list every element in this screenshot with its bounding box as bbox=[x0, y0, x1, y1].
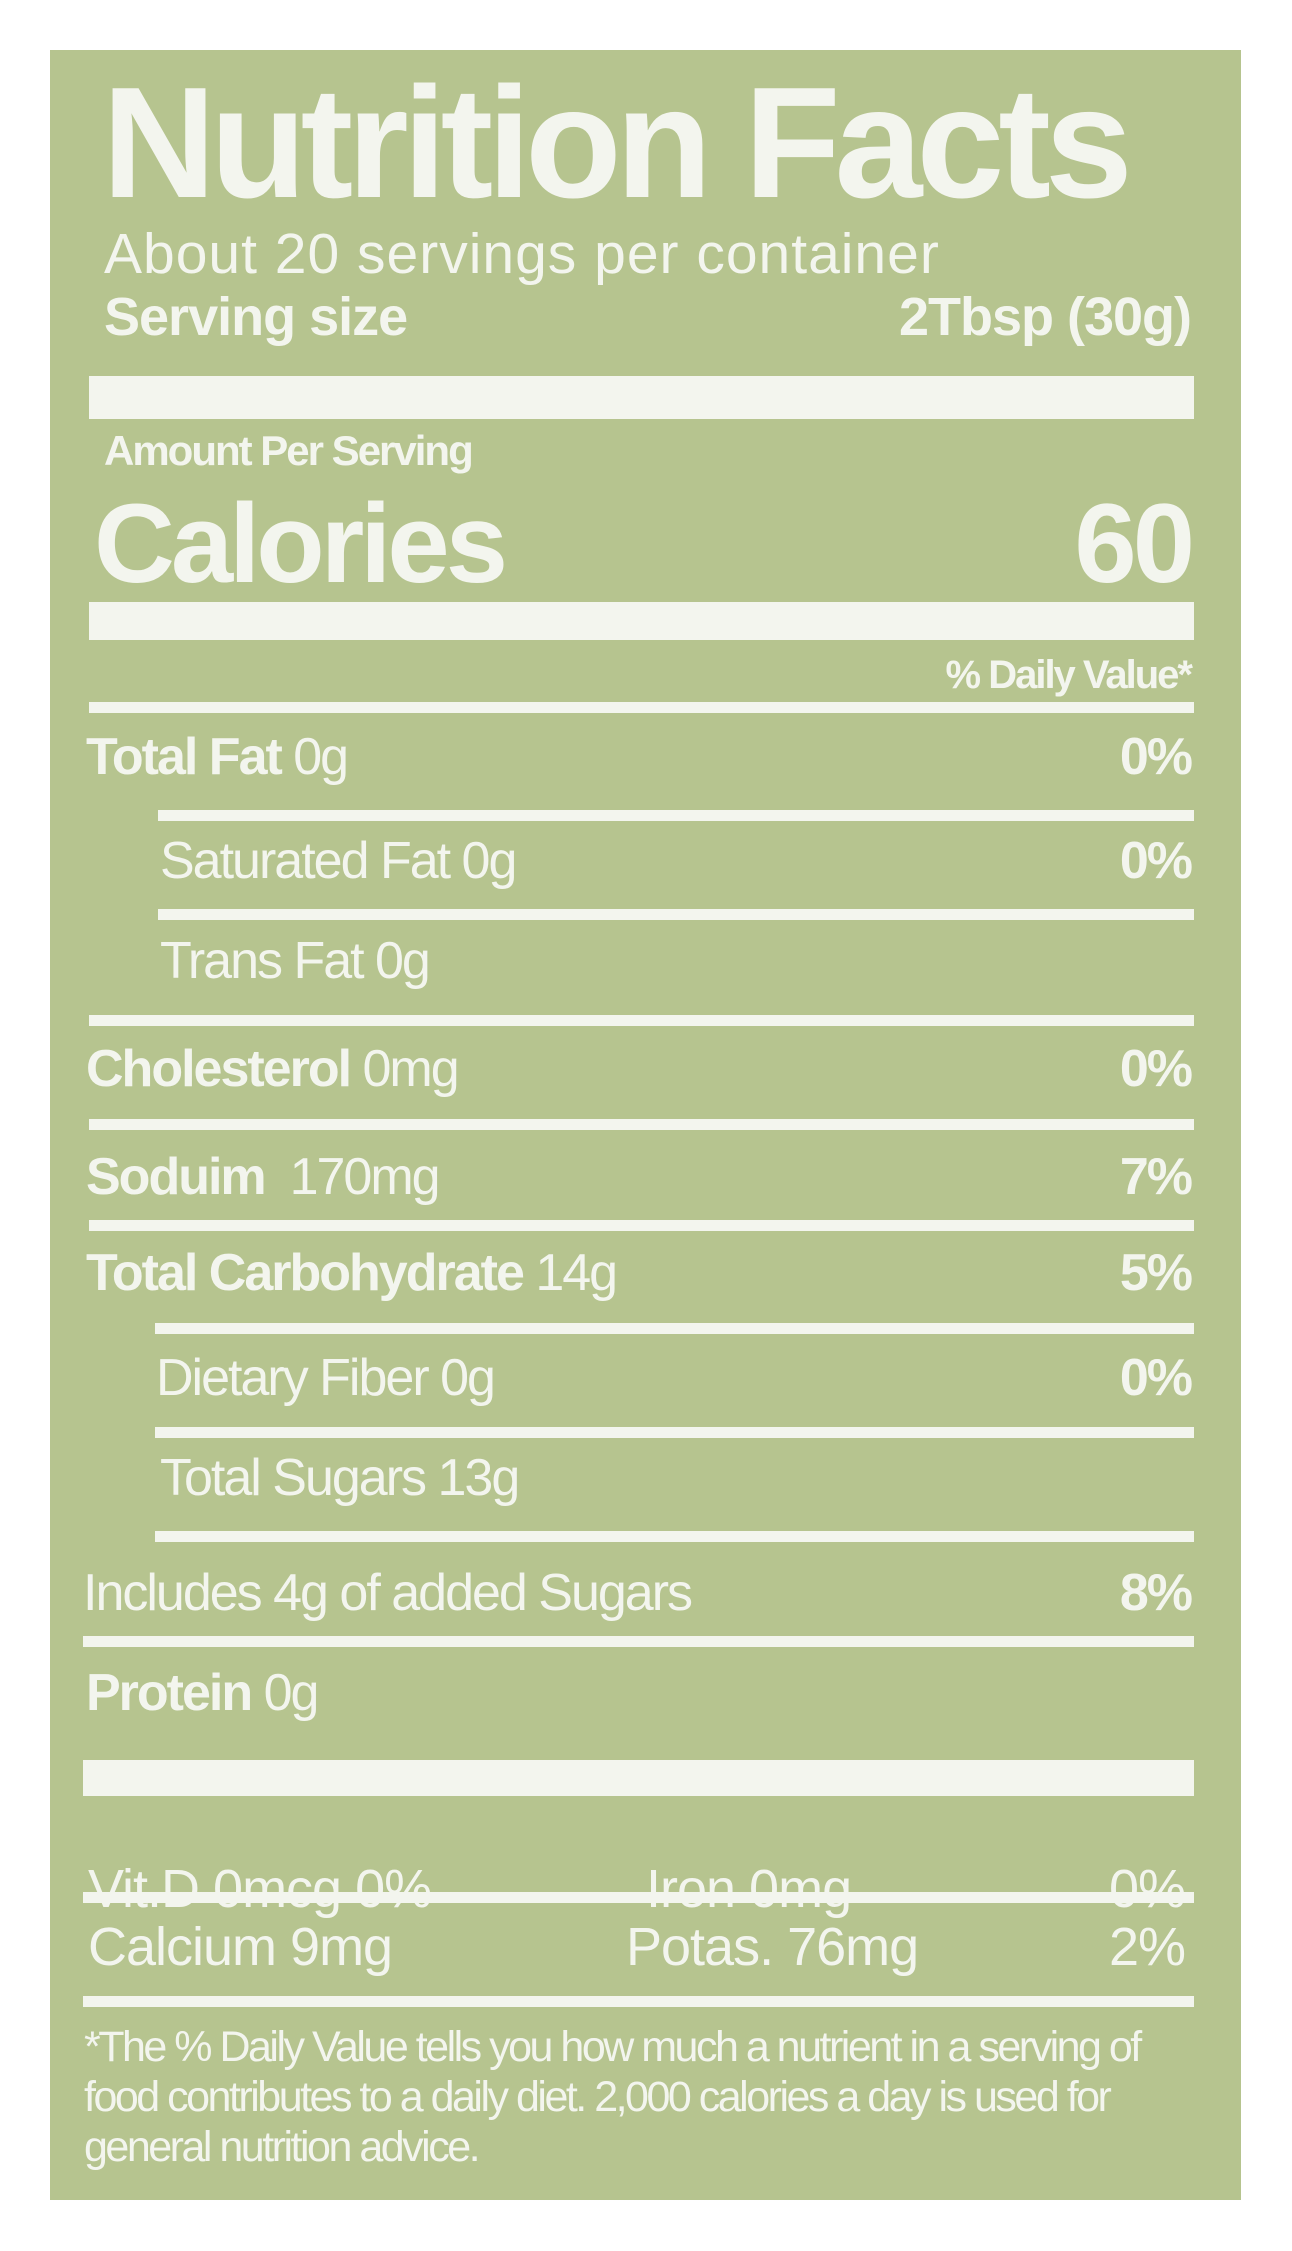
divider bbox=[158, 909, 1194, 920]
nutrient-name: Dietary Fiber 0g bbox=[156, 1349, 496, 1407]
nutrient-amount: 170mg bbox=[289, 1148, 441, 1206]
nutrient-amount: 0g bbox=[263, 1664, 320, 1722]
potassium-dv: 2% bbox=[1108, 1917, 1186, 1977]
nutrient-row-added-sugars: Includes 4g of added Sugars 8% bbox=[83, 1563, 1193, 1623]
calories-row: Calories 60 bbox=[94, 481, 1195, 606]
nutrient-row-trans-fat: Trans Fat 0g bbox=[160, 931, 1191, 991]
nutrient-dv: 0% bbox=[1119, 832, 1193, 890]
nutrition-facts-panel: Nutrition Facts About 20 servings per co… bbox=[50, 50, 1241, 2200]
nutrient-amount: 0mg bbox=[362, 1040, 460, 1098]
thick-divider bbox=[89, 602, 1194, 640]
nutrient-amount: 0g bbox=[293, 728, 349, 786]
thick-divider bbox=[89, 376, 1194, 419]
divider bbox=[158, 810, 1194, 821]
mineral-row-vitd-iron: Vit.D 0mcg 0% Iron 0mg 0% bbox=[86, 1859, 1186, 1922]
nutrient-name: Total Carbohydrate bbox=[86, 1244, 525, 1302]
divider bbox=[155, 1531, 1194, 1542]
nutrient-amount: 14g bbox=[535, 1244, 618, 1302]
nutrient-row-protein: Protein 0g bbox=[86, 1663, 1191, 1723]
daily-value-header: % Daily Value* bbox=[945, 653, 1193, 697]
nutrient-name: Total Fat bbox=[86, 728, 283, 786]
nutrient-row-saturated-fat: Saturated Fat 0g 0% bbox=[160, 831, 1193, 891]
mineral-row-calcium-potassium: Calcium 9mg Potas. 76mg 2% bbox=[86, 1917, 1186, 1980]
calories-label: Calories bbox=[94, 481, 508, 606]
thick-divider bbox=[83, 1760, 1194, 1796]
divider bbox=[155, 1427, 1194, 1438]
nutrient-dv: 0% bbox=[1119, 728, 1193, 786]
divider bbox=[83, 1636, 1194, 1647]
nutrient-row-cholesterol: Cholesterol 0mg 0% bbox=[86, 1039, 1193, 1099]
serving-size-row: Serving size 2Tbsp (30g) bbox=[104, 287, 1192, 347]
nutrient-row-sodium: Soduim 170mg 7% bbox=[86, 1147, 1193, 1207]
divider bbox=[83, 1892, 1194, 1903]
divider bbox=[155, 1323, 1194, 1334]
nutrient-name: Trans Fat 0g bbox=[160, 932, 431, 990]
nutrient-row-total-sugars: Total Sugars 13g bbox=[160, 1448, 1191, 1508]
nutrient-row-total-fat: Total Fat 0g 0% bbox=[86, 727, 1193, 787]
nutrient-name: Includes 4g of added Sugars bbox=[83, 1564, 693, 1622]
divider bbox=[89, 1220, 1194, 1231]
vitamin-d: Vit.D 0mcg 0% bbox=[88, 1859, 432, 1919]
footnote: *The % Daily Value tells you how much a … bbox=[84, 2023, 1142, 2171]
nutrient-dv: 5% bbox=[1119, 1244, 1193, 1302]
nutrient-name: Protein bbox=[86, 1664, 253, 1722]
servings-per-container: About 20 servings per container bbox=[104, 222, 940, 286]
nutrient-name: Cholesterol bbox=[86, 1040, 352, 1098]
potassium: Potas. 76mg bbox=[626, 1917, 919, 1977]
nutrient-row-total-carbohydrate: Total Carbohydrate 14g 5% bbox=[86, 1243, 1193, 1303]
nutrient-dv: 0% bbox=[1119, 1040, 1193, 1098]
nutrient-name: Soduim bbox=[86, 1148, 267, 1206]
nutrient-dv: 7% bbox=[1119, 1148, 1193, 1206]
nutrient-name: Saturated Fat 0g bbox=[160, 832, 517, 890]
serving-size-value: 2Tbsp (30g) bbox=[898, 287, 1192, 347]
nutrient-name: Total Sugars 13g bbox=[160, 1449, 520, 1507]
divider bbox=[89, 1119, 1194, 1130]
calcium: Calcium 9mg bbox=[88, 1917, 393, 1977]
serving-size-label: Serving size bbox=[104, 287, 408, 347]
amount-per-serving: Amount Per Serving bbox=[104, 427, 474, 474]
divider bbox=[89, 1015, 1194, 1026]
divider bbox=[89, 702, 1194, 713]
nutrient-row-dietary-fiber: Dietary Fiber 0g 0% bbox=[156, 1348, 1193, 1408]
nutrient-dv: 0% bbox=[1119, 1349, 1193, 1407]
iron: Iron 0mg bbox=[646, 1859, 852, 1919]
label-title: Nutrition Facts bbox=[102, 55, 1133, 231]
iron-dv: 0% bbox=[1108, 1859, 1186, 1919]
calories-value: 60 bbox=[1074, 481, 1195, 606]
nutrient-dv: 8% bbox=[1119, 1564, 1193, 1622]
divider bbox=[83, 1996, 1194, 2007]
